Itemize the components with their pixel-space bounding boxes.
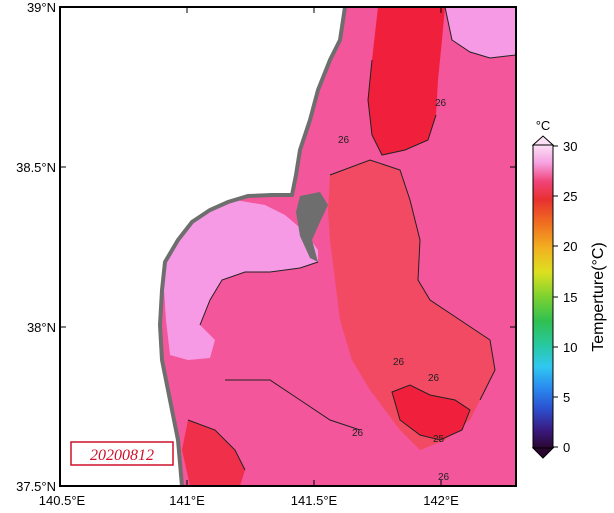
warm-zone-southeast — [392, 385, 470, 440]
colorbar-tick-label: 10 — [563, 340, 577, 355]
contour-label: 26 — [428, 373, 440, 384]
colorbar-tick-label: 30 — [563, 139, 577, 154]
colorbar-tick-label: 5 — [563, 390, 570, 405]
lon-tick-label: 141.5°E — [291, 493, 338, 508]
warm-zone-north — [368, 7, 445, 155]
contour-central — [329, 159, 496, 401]
colorbar-title: Temperture(°C) — [590, 242, 607, 352]
contour-mid — [225, 379, 361, 431]
lat-tick-label: 37.5°N — [16, 479, 56, 494]
contour-label: 26 — [352, 428, 364, 439]
warm-zone-south-coast — [182, 420, 245, 486]
lat-tick-label: 38°N — [27, 320, 56, 335]
date-stamp-box — [70, 441, 174, 466]
land-honshu — [60, 7, 345, 486]
contour-label: 26 — [438, 472, 450, 483]
warm-zone-central — [328, 160, 495, 450]
contour-bay — [199, 261, 319, 326]
colorbar-tick-label: 15 — [563, 290, 577, 305]
contour-label: 25 — [433, 434, 445, 445]
contour-label: 26 — [338, 135, 350, 146]
colorbar-bar — [532, 144, 554, 449]
contour-south — [187, 419, 246, 471]
lat-tick-label: 38.5°N — [16, 160, 56, 175]
peninsula-oshika — [296, 192, 328, 262]
map-frame — [59, 6, 517, 487]
colorbar-tick-label: 25 — [563, 189, 577, 204]
colorbar-tick-label: 0 — [563, 440, 570, 455]
cool-zone-bay — [164, 200, 318, 360]
date-stamp: 20200812 — [90, 447, 154, 464]
contour-southeast — [391, 384, 471, 441]
colorbar-top-arrow — [531, 135, 555, 146]
colorbar-ticks — [553, 145, 558, 448]
contour-label: 26 — [435, 98, 447, 109]
contour-north — [367, 59, 437, 156]
cool-zone-northeast — [445, 7, 516, 58]
colorbar-unit: °C — [536, 118, 551, 133]
lon-tick-label: 140.5°E — [39, 493, 86, 508]
lon-tick-label: 141°E — [169, 493, 205, 508]
frame-ticks — [60, 7, 516, 486]
map-area: 26 26 26 26 26 25 26 20200812 — [60, 7, 516, 486]
colorbar-tick-label: 20 — [563, 239, 577, 254]
contour-lines — [187, 7, 516, 471]
lon-tick-label: 142°E — [423, 493, 459, 508]
coastline — [157, 7, 347, 486]
colorbar: °C 30 25 20 15 10 5 0 Temperture(°C) — [531, 118, 607, 459]
colorbar-bottom-arrow — [531, 447, 555, 459]
contour-label: 26 — [393, 357, 405, 368]
lat-tick-label: 39°N — [27, 0, 56, 15]
contour-east — [444, 7, 516, 59]
